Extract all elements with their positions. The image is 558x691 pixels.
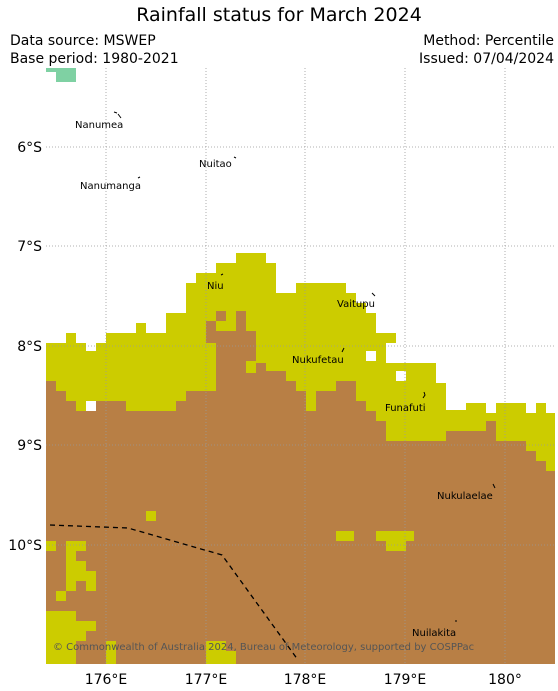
above-average-cell bbox=[46, 68, 56, 72]
lat-tick-label: 6°S bbox=[17, 140, 42, 156]
copyright-credit: © Commonwealth of Australia 2024, Bureau… bbox=[53, 642, 474, 653]
island-label: Vaitupu bbox=[337, 299, 375, 310]
dry-cell bbox=[216, 311, 226, 321]
data-source-text: Data source: MSWEP bbox=[10, 33, 156, 49]
lat-tick-label: 10°S bbox=[8, 538, 42, 554]
meta-right: Method: Percentile Issued: 07/04/2024 bbox=[419, 32, 554, 68]
below-average-cell bbox=[66, 541, 86, 551]
island-label: Nuilakita bbox=[412, 628, 456, 639]
graticule bbox=[46, 68, 555, 664]
lat-tick-label: 7°S bbox=[17, 239, 42, 255]
below-average-cell bbox=[336, 531, 354, 541]
map-area: Nanumea Nuitao Nanumanga Niu Vaitupu Nuk… bbox=[46, 68, 555, 664]
island-label: Nanumanga bbox=[80, 181, 141, 192]
below-average-cell bbox=[386, 541, 406, 551]
below-average-cell bbox=[76, 621, 96, 631]
method-text: Method: Percentile bbox=[423, 33, 554, 49]
map-title: Rainfall status for March 2024 bbox=[136, 4, 422, 26]
below-average-cell bbox=[76, 631, 86, 641]
island-markers bbox=[113, 111, 496, 622]
below-average-cell bbox=[46, 611, 76, 664]
meta-left: Data source: MSWEP Base period: 1980-202… bbox=[10, 32, 179, 68]
island-label: Nanumea bbox=[75, 120, 123, 131]
lon-tick-label: 176°E bbox=[85, 672, 128, 688]
dry-region bbox=[46, 363, 555, 664]
island-label: Nukulaelae bbox=[437, 491, 493, 502]
island-label: Niu bbox=[207, 281, 224, 292]
dry-cell bbox=[236, 311, 246, 333]
island-label: Nukufetau bbox=[292, 355, 344, 366]
above-average-cell bbox=[56, 68, 76, 82]
below-average-cell bbox=[226, 651, 236, 664]
below-average-cell bbox=[376, 531, 414, 541]
below-average-cell bbox=[146, 511, 156, 521]
lon-tick-label: 180° bbox=[488, 672, 522, 688]
base-period-text: Base period: 1980-2021 bbox=[10, 51, 179, 67]
below-average-cell bbox=[76, 561, 86, 581]
lon-tick-label: 178°E bbox=[284, 672, 327, 688]
no-data-cell bbox=[396, 371, 406, 381]
lat-tick-label: 8°S bbox=[17, 339, 42, 355]
lat-tick-label: 9°S bbox=[17, 438, 42, 454]
below-average-cell bbox=[106, 641, 116, 664]
below-average-cell bbox=[56, 591, 66, 601]
island-label: Funafuti bbox=[385, 403, 426, 414]
below-average-cell bbox=[86, 571, 96, 591]
below-average-cell bbox=[66, 551, 76, 591]
eez-boundary-line bbox=[49, 524, 299, 661]
dry-cell bbox=[206, 321, 216, 343]
lon-tick-label: 179°E bbox=[384, 672, 427, 688]
no-data-cell bbox=[366, 351, 376, 361]
lon-tick-label: 177°E bbox=[185, 672, 228, 688]
issued-text: Issued: 07/04/2024 bbox=[419, 51, 554, 67]
below-average-cell bbox=[46, 541, 56, 551]
island-label: Nuitao bbox=[199, 159, 232, 170]
dry-cell bbox=[216, 361, 246, 381]
below-average-cell bbox=[206, 641, 226, 664]
below-average-region bbox=[46, 253, 555, 530]
